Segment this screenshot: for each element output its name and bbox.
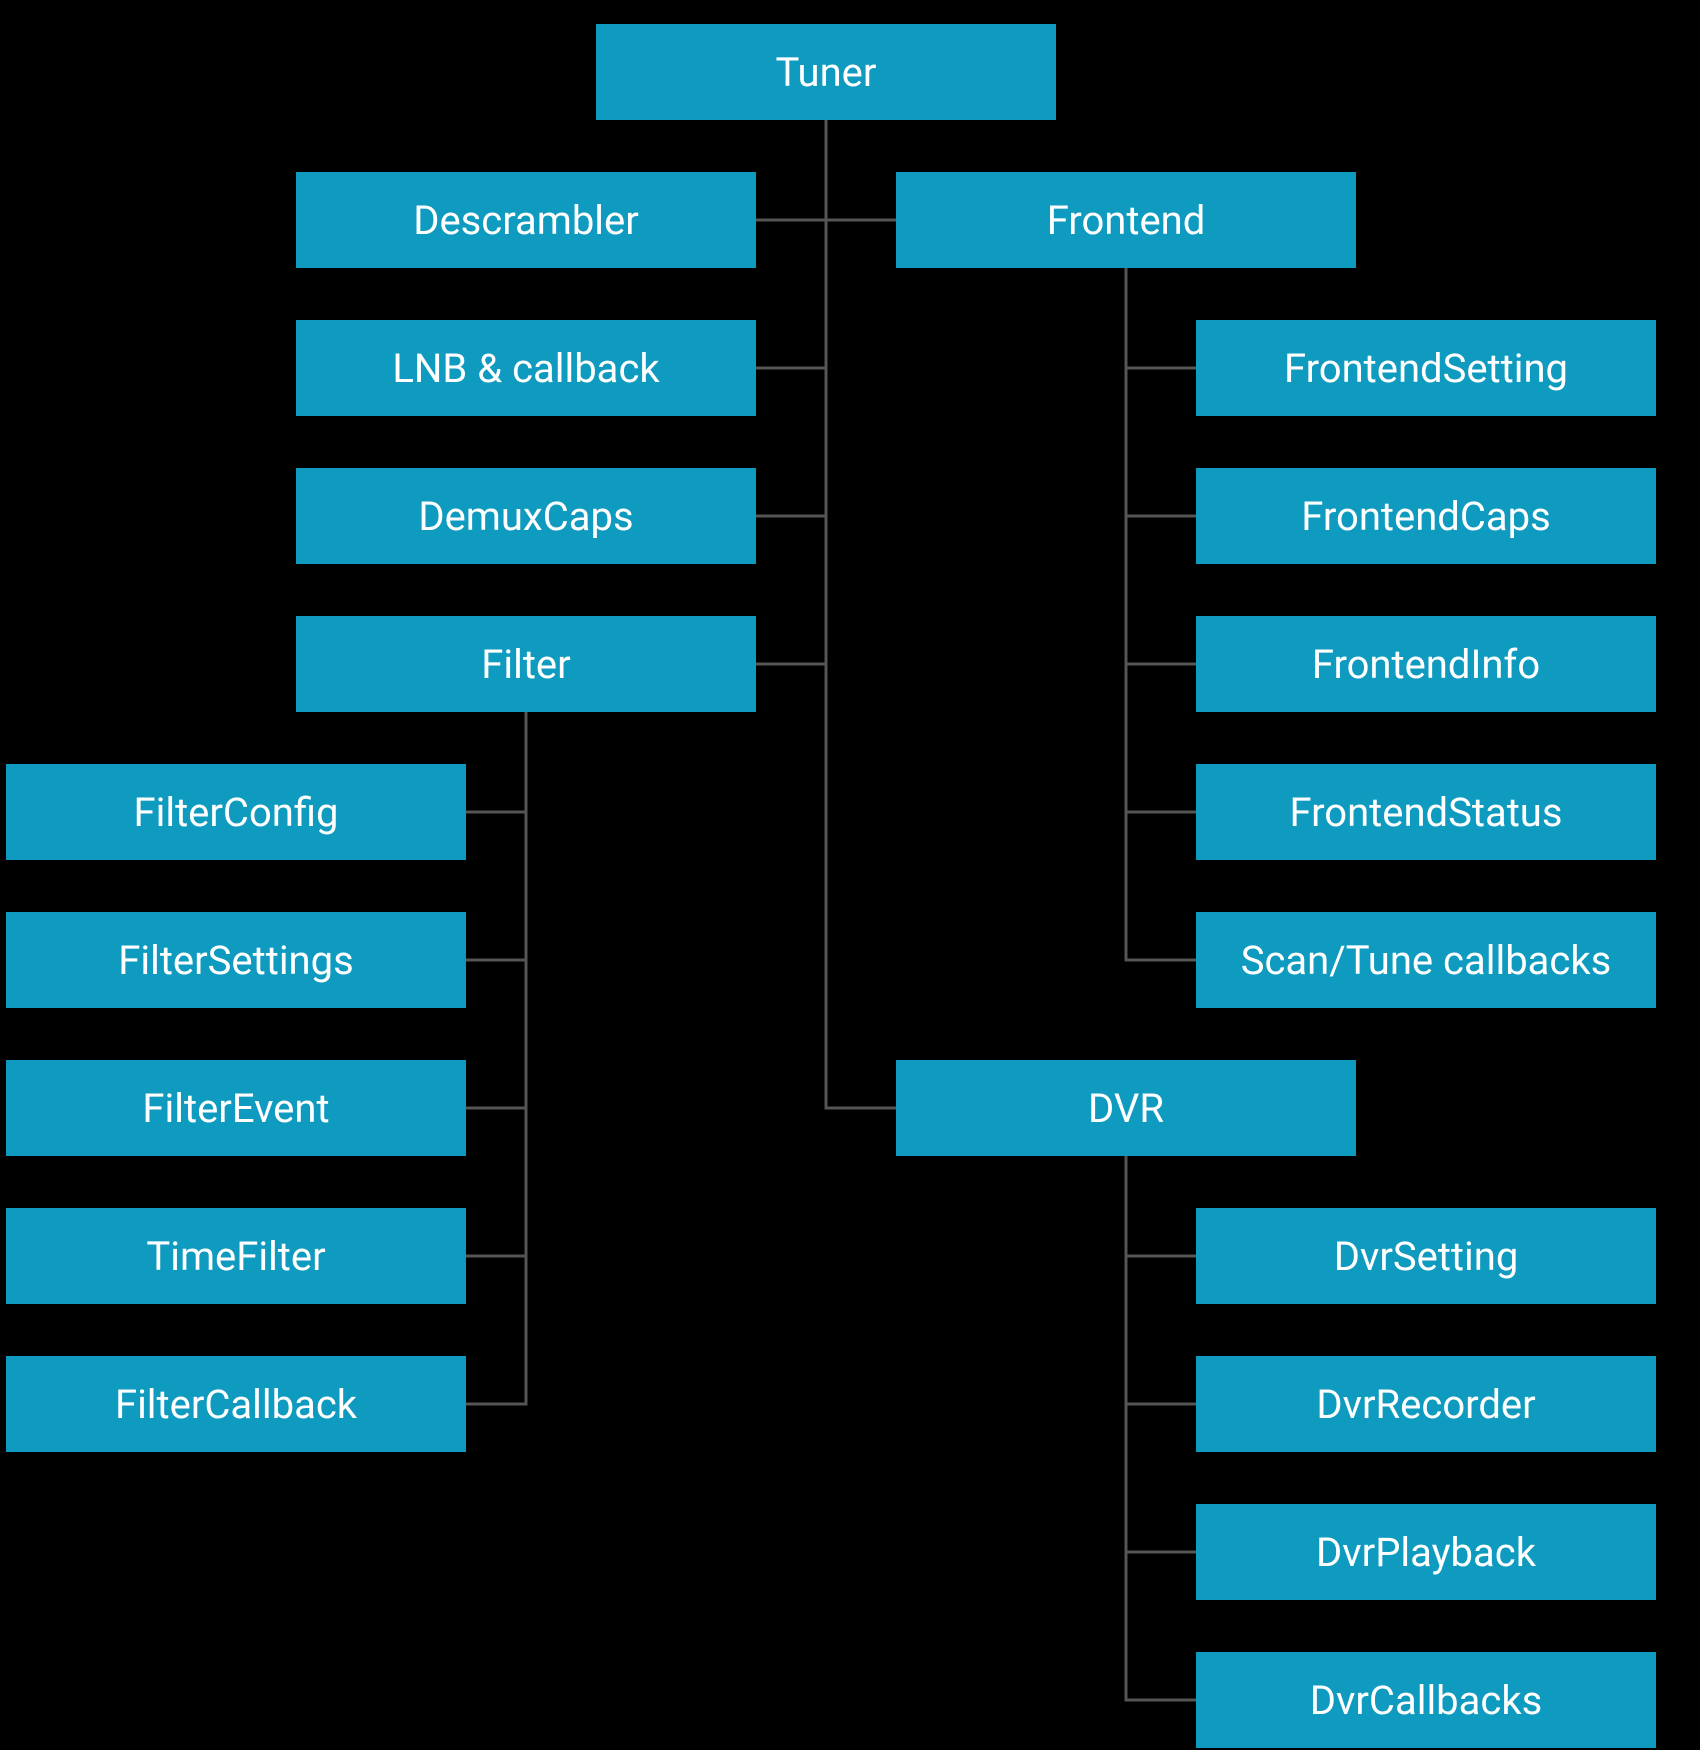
node-frontend: Frontend [896,172,1356,268]
tuner-architecture-diagram: Tuner Descrambler LNB & callback DemuxCaps F… [0,0,1700,1750]
node-dvr: DVR [896,1060,1356,1156]
node-scan-tune-callbacks: Scan/Tune callbacks [1196,912,1656,1008]
node-dvrplayback: DvrPlayback [1196,1504,1656,1600]
node-frontendstatus: FrontendStatus [1196,764,1656,860]
node-filterevent: FilterEvent [6,1060,466,1156]
node-lnb-callback: LNB & callback [296,320,756,416]
node-filtersettings: FilterSettings [6,912,466,1008]
node-frontendsetting: FrontendSetting [1196,320,1656,416]
node-dvrrecorder: DvrRecorder [1196,1356,1656,1452]
node-frontendinfo: FrontendInfo [1196,616,1656,712]
node-demuxcaps: DemuxCaps [296,468,756,564]
node-dvrsetting: DvrSetting [1196,1208,1656,1304]
node-timefilter: TimeFilter [6,1208,466,1304]
node-filtercallback: FilterCallback [6,1356,466,1452]
node-filter: Filter [296,616,756,712]
connector-lines [0,0,1700,1750]
node-filterconfig: FilterConfig [6,764,466,860]
node-tuner: Tuner [596,24,1056,120]
node-dvrcallbacks: DvrCallbacks [1196,1652,1656,1748]
node-descrambler: Descrambler [296,172,756,268]
node-frontendcaps: FrontendCaps [1196,468,1656,564]
